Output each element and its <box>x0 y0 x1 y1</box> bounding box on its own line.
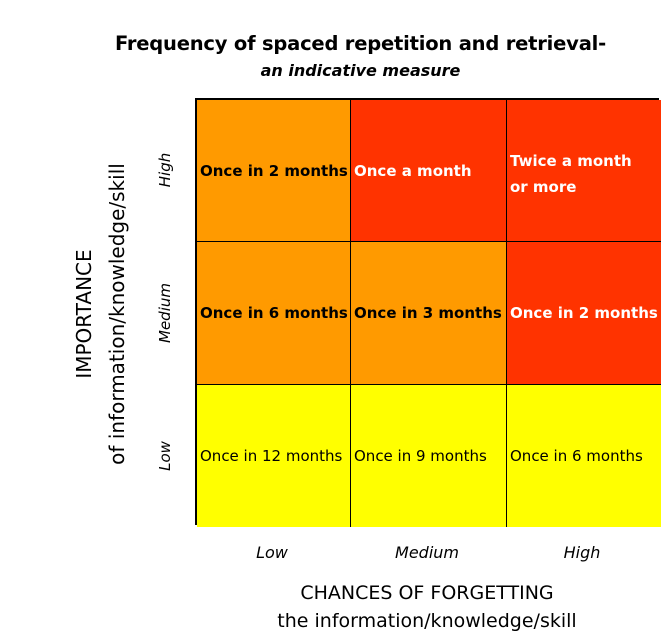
cell-text: Once in 2 months <box>200 161 348 180</box>
x-level-high: High <box>563 543 601 562</box>
y-axis-label-detail: of information/knowledge/skill <box>105 163 129 465</box>
cell-text: Once in 9 months <box>354 447 487 465</box>
cell-text: Once in 6 months <box>200 304 348 322</box>
x-axis-label-detail: the information/knowledge/skill <box>277 610 577 632</box>
frequency-matrix: Once in 2 months Once a month Twice a mo… <box>195 98 661 527</box>
cell-low-importance-low-forgetting: Once in 12 months <box>197 385 351 527</box>
cell-medium-importance-high-forgetting: Once in 2 months <box>507 242 661 385</box>
cell-medium-importance-medium-forgetting: Once in 3 months <box>351 242 507 385</box>
diagram-subtitle: an indicative measure <box>260 61 461 80</box>
y-level-high: High <box>156 152 174 188</box>
x-level-low: Low <box>256 543 288 562</box>
cell-text: Once a month <box>354 161 472 180</box>
cell-low-importance-high-forgetting: Once in 6 months <box>507 385 661 527</box>
diagram-title: Frequency of spaced repetition and retri… <box>114 32 607 55</box>
y-level-medium: Medium <box>156 283 174 343</box>
y-axis-label-importance: IMPORTANCE <box>72 249 96 379</box>
x-level-medium: Medium <box>395 543 459 562</box>
y-level-low: Low <box>156 441 174 471</box>
cell-text: Once in 12 months <box>200 447 343 465</box>
cell-low-importance-medium-forgetting: Once in 9 months <box>351 385 507 527</box>
cell-text-line1: Twice a month <box>510 152 632 170</box>
cell-text-line2: or more <box>510 178 577 196</box>
cell-text: Once in 3 months <box>354 304 502 322</box>
x-axis-label-forgetting: CHANCES OF FORGETTING <box>300 582 554 604</box>
cell-text: Once in 2 months <box>510 304 658 322</box>
cell-high-importance-low-forgetting: Once in 2 months <box>197 100 351 242</box>
cell-medium-importance-low-forgetting: Once in 6 months <box>197 242 351 385</box>
cell-high-importance-medium-forgetting: Once a month <box>351 100 507 242</box>
cell-text: Once in 6 months <box>510 447 643 465</box>
cell-high-importance-high-forgetting: Twice a month or more <box>507 100 661 242</box>
